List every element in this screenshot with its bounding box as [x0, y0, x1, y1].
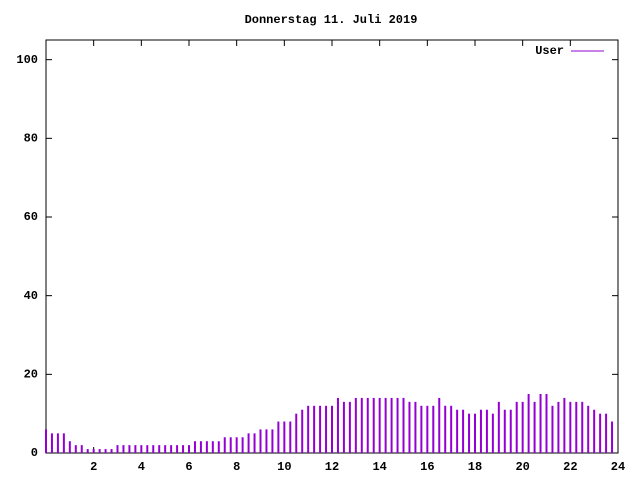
x-tick-label: 4: [138, 460, 145, 474]
y-tick-label: 100: [16, 53, 38, 67]
x-tick-label: 10: [277, 460, 291, 474]
x-tick-label: 6: [185, 460, 192, 474]
x-tick-label: 24: [611, 460, 625, 474]
x-tick-label: 22: [563, 460, 577, 474]
x-tick-label: 14: [372, 460, 386, 474]
x-tick-label: 12: [325, 460, 339, 474]
y-tick-label: 0: [31, 446, 38, 460]
x-tick-label: 8: [233, 460, 240, 474]
y-tick-label: 20: [24, 368, 38, 382]
plot-frame: [45, 39, 619, 454]
y-tick-label: 80: [24, 132, 38, 146]
y-tick-label: 60: [24, 210, 38, 224]
y-tick-label: 40: [24, 289, 38, 303]
x-tick-label: 16: [420, 460, 434, 474]
x-tick-label: 18: [468, 460, 482, 474]
legend-label: User: [535, 44, 564, 58]
x-tick-label: 20: [515, 460, 529, 474]
chart-title: Donnerstag 11. Juli 2019: [245, 13, 418, 27]
x-tick-label: 2: [90, 460, 97, 474]
